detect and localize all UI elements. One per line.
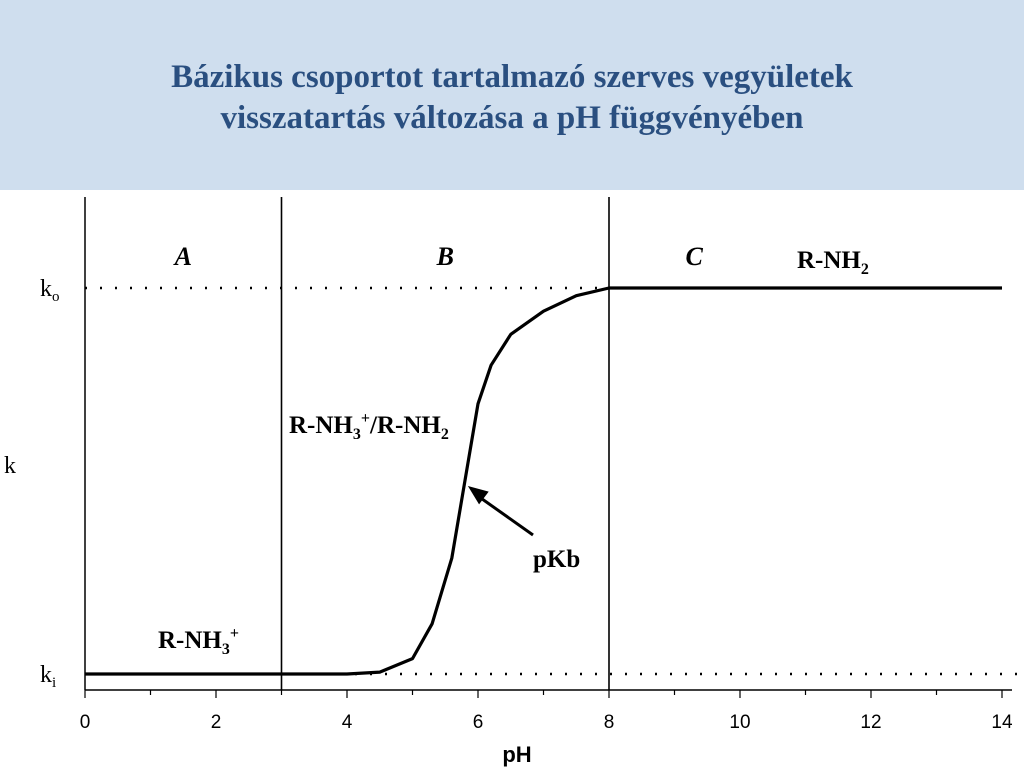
x-axis-title: pH [502,742,531,767]
region-label-b: B [436,242,454,271]
pkb-arrow [477,494,534,537]
x-tick-label: 0 [80,712,91,733]
slide-title-line-2: visszatartás változása a pH függvényében [220,100,804,136]
y-tick-label-ko: ko [40,276,60,305]
slide-title: Bázikus csoportot tartalmazó szerves veg… [0,57,1024,139]
label-r-nh3-plus: R-NH3+ [158,625,239,658]
retention-vs-ph-chart: 0 2 4 6 8 10 12 14 ko ki k pH A B C R-NH2 R-NH3… [4,197,1024,767]
label-r-nh3-r-nh2: R-NH3+/R-NH2 [289,410,449,443]
slide-title-line-1: Bázikus csoportot tartalmazó szerves veg… [171,59,853,95]
region-label-a: A [173,242,192,271]
pkb-arrowhead [467,486,489,505]
region-label-c: C [685,242,703,271]
y-tick-label-ki: ki [40,662,56,691]
x-tick-label: 6 [473,712,484,733]
x-tick-label: 8 [604,712,615,733]
x-tick-label: 10 [729,712,750,733]
label-pkb: pKb [533,546,580,573]
x-axis-ticks [84,690,1003,698]
retention-curve [85,286,1002,676]
x-tick-label: 4 [342,712,353,733]
x-tick-label: 2 [211,712,222,733]
x-tick-label: 12 [860,712,881,733]
x-tick-label: 14 [991,712,1013,733]
label-r-nh2: R-NH2 [797,247,869,278]
title-banner [0,0,1024,190]
y-axis-title: k [4,453,16,479]
x-axis-tick-labels: 0 2 4 6 8 10 12 14 [80,712,1013,733]
